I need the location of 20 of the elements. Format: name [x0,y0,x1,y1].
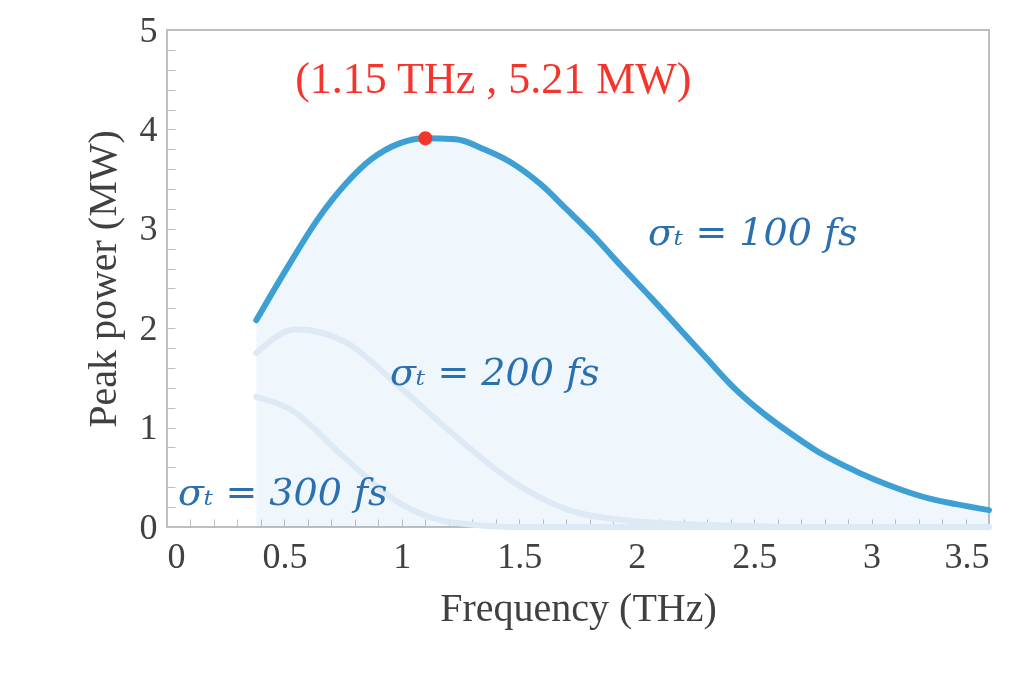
y-tick-label: 0 [139,506,158,547]
x-tick-label: 2.5 [732,535,778,576]
x-tick-label: 3.5 [944,535,990,576]
x-tick-label: 2 [628,535,647,576]
x-tick-label: 1 [393,535,412,576]
x-tick-label: 0 [167,535,186,576]
x-tick-label: 3 [863,535,882,576]
series-label: σₜ = 300 fs [178,470,388,514]
y-axis-title: Peak power (MW) [79,130,125,428]
series-label: σₜ = 200 fs [390,350,600,394]
x-tick-label: 1.5 [497,535,543,576]
x-axis-title: Frequency (THz) [440,584,717,630]
y-tick-label: 4 [139,108,158,149]
y-tick-label: 5 [139,9,158,50]
x-tick-label: 0.5 [262,535,308,576]
y-tick-label: 3 [139,208,158,249]
y-tick-label: 2 [139,307,158,348]
series-label: σₜ = 100 fs [648,210,858,254]
annotation: (1.15 THz , 5.21 MW) [295,54,692,104]
y-tick-label: 1 [139,407,158,448]
